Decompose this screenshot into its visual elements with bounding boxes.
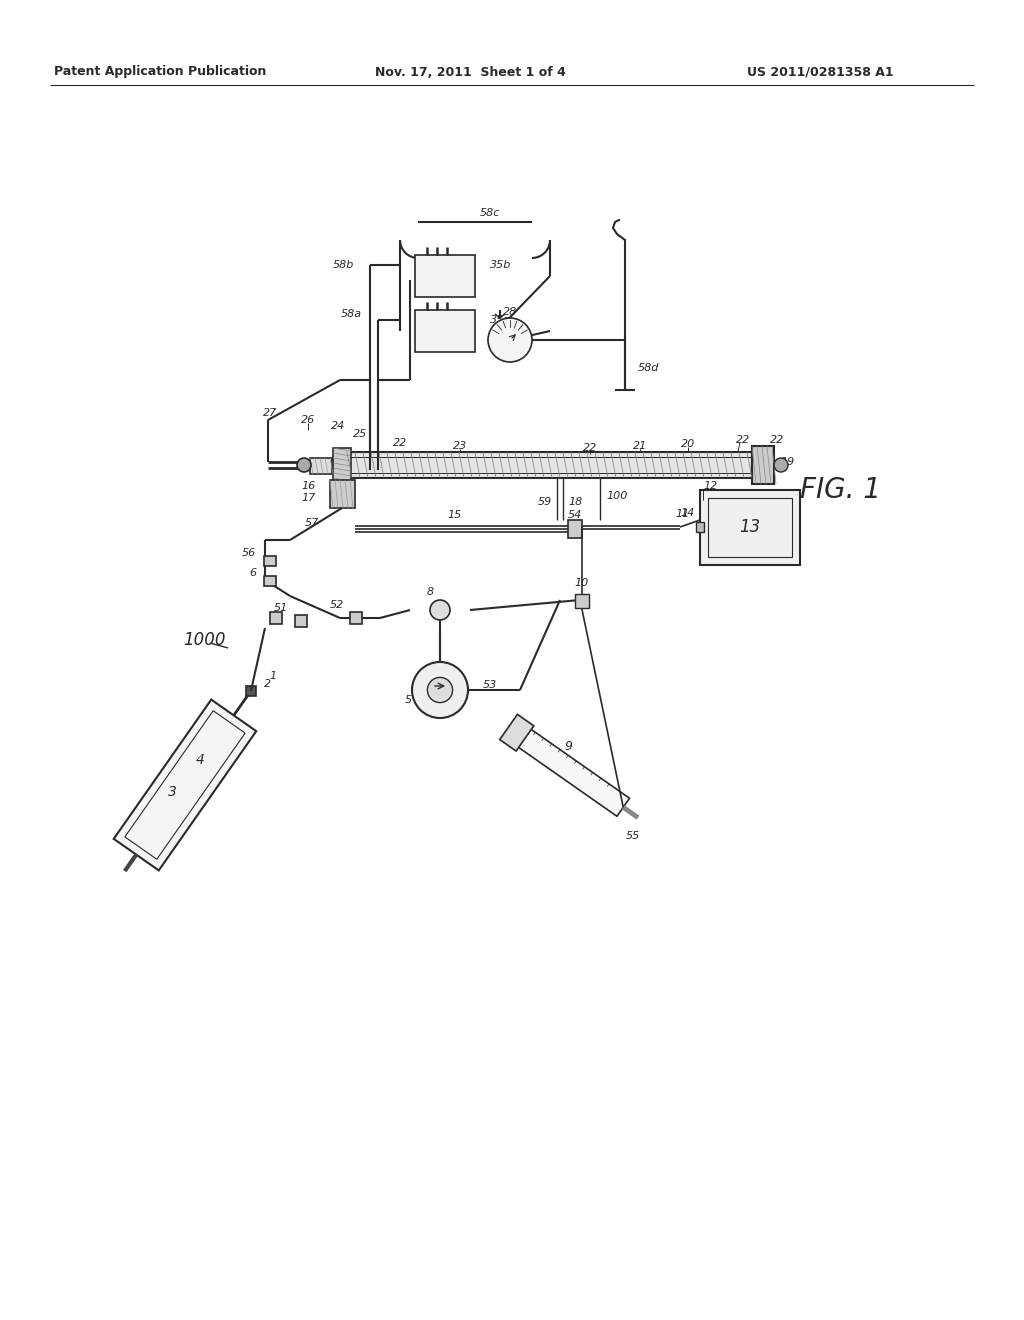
Bar <box>568 520 582 539</box>
Bar <box>700 490 800 565</box>
Text: Nov. 17, 2011  Sheet 1 of 4: Nov. 17, 2011 Sheet 1 of 4 <box>375 66 565 78</box>
Text: 58a: 58a <box>341 309 362 319</box>
Text: 27: 27 <box>263 408 278 418</box>
Text: 11: 11 <box>676 510 690 519</box>
Bar <box>310 458 332 474</box>
Text: 28: 28 <box>503 308 517 317</box>
Text: 57: 57 <box>305 517 319 528</box>
Text: 1: 1 <box>270 671 278 681</box>
Text: 21: 21 <box>633 441 647 451</box>
Polygon shape <box>114 700 256 870</box>
Text: 9: 9 <box>564 741 572 754</box>
Text: 18: 18 <box>568 498 583 507</box>
Text: 1000: 1000 <box>183 631 225 649</box>
Text: 3: 3 <box>168 785 176 799</box>
Text: 52: 52 <box>330 601 344 610</box>
Text: 13: 13 <box>739 517 761 536</box>
Bar <box>295 615 307 627</box>
Text: 19: 19 <box>780 457 795 467</box>
Text: 25: 25 <box>353 429 368 440</box>
Circle shape <box>427 677 453 702</box>
Text: 55: 55 <box>627 832 641 841</box>
Text: 53: 53 <box>483 680 497 690</box>
Text: 14: 14 <box>681 508 695 517</box>
Bar <box>345 451 752 478</box>
Circle shape <box>412 663 468 718</box>
Text: 26: 26 <box>301 414 315 425</box>
Polygon shape <box>510 723 630 816</box>
Circle shape <box>430 601 450 620</box>
Text: 17: 17 <box>302 492 316 503</box>
Bar <box>708 498 792 557</box>
Text: 24: 24 <box>331 421 345 432</box>
Text: 15: 15 <box>447 510 462 520</box>
Text: 22: 22 <box>393 438 408 447</box>
Text: 7: 7 <box>436 684 444 697</box>
Text: 59: 59 <box>538 498 552 507</box>
Text: 22: 22 <box>770 436 784 445</box>
Text: 20: 20 <box>681 440 695 449</box>
Circle shape <box>488 318 532 362</box>
Text: 56: 56 <box>242 548 256 558</box>
Bar <box>696 521 705 532</box>
Text: 35b: 35b <box>490 260 511 271</box>
Text: 8: 8 <box>426 587 433 597</box>
Text: 16: 16 <box>302 480 316 491</box>
Text: 23: 23 <box>453 441 467 451</box>
Text: 6: 6 <box>249 568 256 578</box>
Text: 58b: 58b <box>333 260 354 271</box>
Text: 22: 22 <box>736 436 750 445</box>
Bar <box>246 686 256 696</box>
Text: 10: 10 <box>574 578 589 587</box>
Text: 100: 100 <box>606 491 628 502</box>
Circle shape <box>297 458 311 473</box>
Text: 4: 4 <box>196 752 205 767</box>
Bar <box>350 612 362 624</box>
Bar <box>415 255 475 297</box>
Bar <box>264 576 276 586</box>
Text: FIG. 1: FIG. 1 <box>800 477 881 504</box>
Text: 51: 51 <box>273 603 288 612</box>
Text: 22: 22 <box>583 444 597 453</box>
Polygon shape <box>500 714 534 751</box>
Text: Patent Application Publication: Patent Application Publication <box>54 66 266 78</box>
Bar <box>269 611 282 624</box>
Text: US 2011/0281358 A1: US 2011/0281358 A1 <box>746 66 893 78</box>
Bar <box>575 594 589 609</box>
Text: 54: 54 <box>568 510 582 520</box>
Text: 5: 5 <box>404 696 412 705</box>
Text: 35a: 35a <box>490 315 511 325</box>
Bar <box>264 556 276 566</box>
Text: 2: 2 <box>264 680 271 689</box>
Bar <box>333 447 351 484</box>
Circle shape <box>774 458 788 473</box>
Text: 12: 12 <box>703 480 717 491</box>
Bar <box>752 446 774 484</box>
Text: 58c: 58c <box>480 209 500 218</box>
Bar <box>330 480 355 508</box>
Text: 58d: 58d <box>638 363 659 374</box>
Bar <box>415 310 475 352</box>
